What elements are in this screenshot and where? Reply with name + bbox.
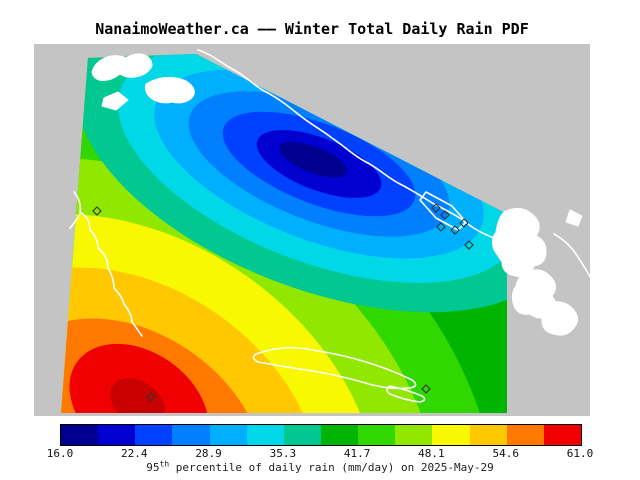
caption-prefix: 95 (146, 461, 160, 474)
rain-contour-map (34, 44, 590, 416)
station-marker-diamond (431, 203, 441, 213)
station-marker-diamond (421, 384, 431, 394)
coastline-north-islands (91, 53, 153, 81)
colorbar-segment (395, 425, 433, 445)
page-title: NanaimoWeather.ca –– Winter Total Daily … (95, 20, 529, 38)
station-marker-diamond (464, 240, 474, 250)
colorbar-segment (432, 425, 470, 445)
colorbar-segment (98, 425, 136, 445)
contour-max-core (69, 343, 209, 413)
colorbar-tick: 22.4 (121, 447, 148, 460)
station-marker-diamond (450, 225, 460, 235)
coastline-west-spur (69, 213, 81, 229)
colorbar-segment (543, 425, 581, 445)
coastline-island-texada (419, 191, 467, 231)
colorbar-tick: 28.9 (195, 447, 222, 460)
station-markers (92, 203, 474, 402)
colorbar-segment (135, 425, 173, 445)
coastlines (69, 49, 590, 403)
coastline-fjord (553, 233, 590, 279)
colorbar-segment (283, 425, 321, 445)
colorbar-tick: 61.0 (566, 447, 594, 460)
colorbar-segment (246, 425, 284, 445)
coastline-islet (565, 209, 583, 227)
coastline-southeast-shore (541, 301, 578, 336)
coastline-west (73, 191, 143, 337)
contour-band (61, 267, 320, 413)
colorbar-segment (320, 425, 359, 445)
coastline-north-islands (101, 91, 129, 111)
station-marker-diamond (146, 392, 156, 402)
coastline-south-island (252, 346, 417, 390)
colorbar-segment (172, 425, 210, 445)
contour-band (61, 157, 439, 413)
station-marker-diamond (436, 222, 446, 232)
colorbar-tick: 35.3 (269, 447, 297, 460)
colorbar-caption: 95th percentile of daily rain (mm/day) o… (0, 459, 640, 474)
colorbar-segment (358, 425, 396, 445)
colorbar-tick: 54.6 (492, 447, 519, 460)
colorbar-tick: 41.7 (343, 447, 371, 460)
coastline-north-islands (144, 77, 195, 104)
contour-band (61, 318, 264, 413)
colorbar-segment (61, 425, 99, 445)
station-marker-diamond (440, 210, 450, 220)
colorbar-tick-labels: 16.0 22.4 28.9 35.3 41.7 48.1 54.6 61.0 (47, 447, 594, 460)
contour-band-max (110, 378, 166, 413)
colorbar-segment (209, 425, 247, 445)
coastline-east-shore (491, 208, 547, 277)
colorbar-segment (506, 425, 544, 445)
contour-band-min (279, 141, 348, 178)
caption-rest: percentile of daily rain (mm/day) on 202… (169, 461, 494, 474)
coastline-south-islet (386, 385, 426, 403)
colorbar-tick: 48.1 (418, 447, 445, 460)
station-marker-diamond (459, 218, 469, 228)
station-marker-diamond (92, 206, 102, 216)
colorbar-segment (469, 425, 507, 445)
caption-superscript: th (159, 459, 170, 469)
colorbar (60, 424, 582, 446)
coastline-mainland (197, 49, 533, 265)
contour-band (61, 214, 378, 413)
colorbar-tick: 16.0 (46, 447, 74, 460)
